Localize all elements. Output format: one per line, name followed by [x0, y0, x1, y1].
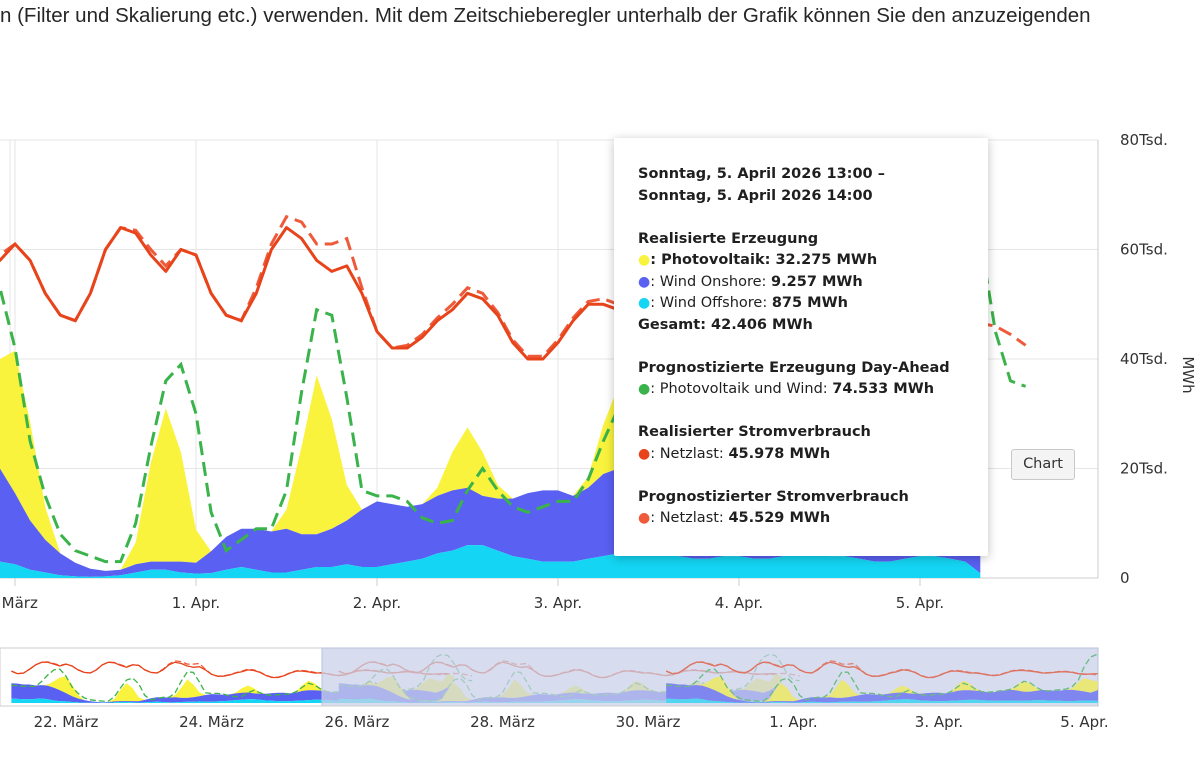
tooltip-row-label: : Wind Offshore: [650, 295, 772, 311]
navigator[interactable]: 22. März 24. März 26. März 28. März 30. März… [0, 647, 1127, 731]
navigator-tick-label: 26. März [325, 713, 390, 731]
navigator-tick-label: 3. Apr. [915, 713, 963, 731]
series-dot-icon: ● [638, 510, 651, 526]
x-tick-label: 5. Apr. [896, 594, 944, 612]
y-axis-title: MWh [1179, 356, 1197, 393]
x-tick-label: 3. Apr. [534, 594, 582, 612]
tooltip-section-heading: Realisierte Erzeugung [638, 230, 819, 247]
tooltip-section: Prognostizierte Erzeugung Day-Ahead ●: Ph… [638, 358, 988, 401]
tooltip-date-range: Sonntag, 5. April 2026 13:00 – Sonntag, … [638, 164, 988, 207]
tooltip-row-value: 32.275 MWh [775, 252, 878, 268]
series-dot-icon: ● [638, 252, 651, 268]
nav-series-photovoltaik [11, 674, 455, 703]
axes: 0 20Tsd. 40Tsd. 60Tsd. 80Tsd. . März 1. Apr. 2.… [0, 131, 1168, 612]
x-tick-label: 2. Apr. [353, 594, 401, 612]
tooltip-row-value: 45.978 MWh [728, 445, 831, 462]
tooltip-sections: Realisierte Erzeugung ●: Photovoltaik: 32… [638, 229, 988, 530]
navigator-selected-series [665, 653, 1098, 703]
y-tick-label: 40Tsd. [1120, 350, 1168, 368]
tooltip-row-label: : Wind Onshore: [650, 273, 772, 290]
x-tick-label: . März [0, 594, 38, 612]
tooltip-row-label: : Photovoltaik und Wind: [650, 381, 833, 397]
x-tick-label: 1. Apr. [172, 594, 220, 612]
y-tick-label: 80Tsd. [1120, 131, 1168, 149]
nav-sel-series-wind-onshore [666, 683, 1098, 703]
tooltip-range-start: Sonntag, 5. April 2026 13:00 – [638, 166, 885, 182]
tooltip-row-value: 9.257 MWh [771, 273, 863, 290]
navigator-tick-label: 28. März [470, 713, 535, 731]
navigator-tick-label: 22. März [34, 713, 99, 731]
tooltip-section-heading: Prognostizierte Erzeugung Day-Ahead [638, 359, 950, 376]
tooltip-row-value: 45.529 MWh [728, 510, 831, 526]
x-tick-label: 4. Apr. [715, 594, 763, 612]
nav-sel-series-prognose-erzeugung [666, 653, 1098, 702]
y-tick-label: 20Tsd. [1120, 460, 1168, 478]
intro-text: n (Filter und Skalierung etc.) verwenden… [0, 4, 1091, 27]
nav-sel-series-photovoltaik [666, 676, 1098, 703]
navigator-tick-label: 5. Apr. [1060, 713, 1108, 731]
tooltip-range-end: Sonntag, 5. April 2026 14:00 [638, 187, 873, 204]
series-dot-icon: ● [638, 273, 651, 290]
tooltip-total: Gesamt: 42.406 MWh [638, 316, 813, 333]
series-dot-icon: ● [638, 445, 651, 462]
navigator-tick-label: 30. März [616, 713, 681, 731]
tooltip-section-heading: Prognostizierter Stromverbrauch [638, 488, 909, 505]
tooltip-row-label: : Netzlast: [650, 445, 729, 462]
tooltip-row-label: : Photovoltaik: [650, 252, 776, 268]
series-wind-offshore [0, 545, 981, 578]
y-tick-label: 60Tsd. [1120, 241, 1168, 259]
navigator-tick-label: 1. Apr. [769, 713, 817, 731]
series-dot-icon: ● [638, 295, 651, 311]
tooltip-row-value: 74.533 MWh [832, 381, 935, 397]
tooltip-section: Realisierter Stromverbrauch ●: Netzlast: … [638, 422, 988, 465]
nav-sel-series-netzlast [665, 661, 1098, 679]
y-tick-label: 0 [1120, 569, 1130, 587]
tooltip-row-label: : Netzlast: [650, 510, 729, 526]
tooltip-row-value: 875 MWh [771, 295, 848, 311]
tooltip-section-heading: Realisierter Stromverbrauch [638, 424, 871, 440]
nav-sel-series-wind-offshore [666, 698, 1098, 703]
tooltip-section: Prognostizierter Stromverbrauch ●: Netzla… [638, 487, 988, 530]
tooltip-section: Realisierte Erzeugung ●: Photovoltaik: 32… [638, 229, 988, 337]
tooltip: Sonntag, 5. April 2026 13:00 – Sonntag, … [614, 138, 988, 556]
chart-button[interactable]: Chart [1011, 449, 1075, 480]
series-dot-icon: ● [638, 381, 651, 397]
navigator-tick-label: 24. März [179, 713, 244, 731]
